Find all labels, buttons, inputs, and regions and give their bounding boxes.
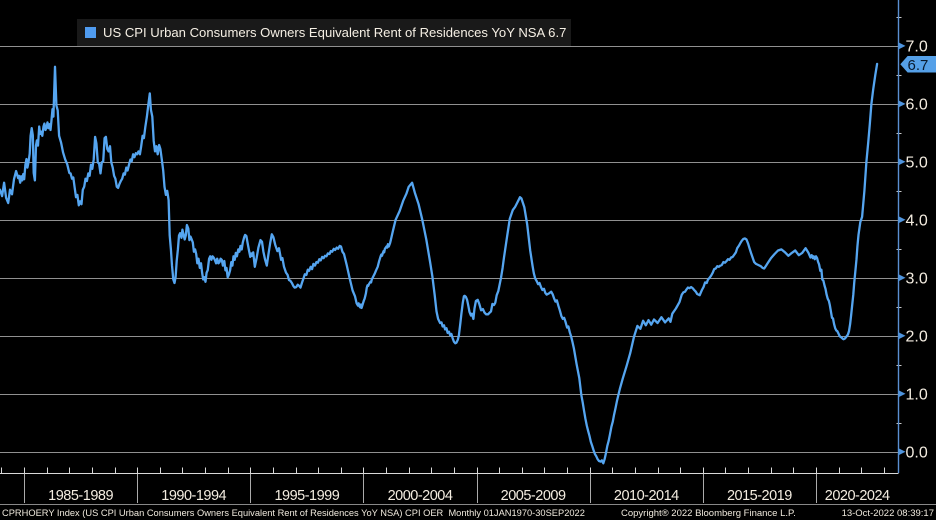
svg-text:2005-2009: 2005-2009 [501, 488, 566, 504]
svg-text:2010-2014: 2010-2014 [614, 488, 679, 504]
svg-text:1990-1994: 1990-1994 [161, 488, 226, 504]
svg-text:3.0: 3.0 [906, 270, 928, 287]
svg-text:1.0: 1.0 [906, 386, 928, 403]
svg-text:7.0: 7.0 [906, 39, 928, 56]
svg-text:6.0: 6.0 [906, 97, 928, 114]
svg-text:1995-1999: 1995-1999 [274, 488, 339, 504]
svg-text:6.7: 6.7 [908, 57, 929, 74]
svg-text:2.0: 2.0 [906, 328, 928, 345]
svg-text:0.0: 0.0 [906, 444, 928, 461]
svg-text:4.0: 4.0 [906, 212, 928, 229]
svg-text:5.0: 5.0 [906, 154, 928, 171]
svg-text:1985-1989: 1985-1989 [48, 488, 113, 504]
svg-text:2000-2004: 2000-2004 [388, 488, 453, 504]
svg-text:2020-2024: 2020-2024 [825, 488, 890, 504]
svg-text:2015-2019: 2015-2019 [727, 488, 792, 504]
